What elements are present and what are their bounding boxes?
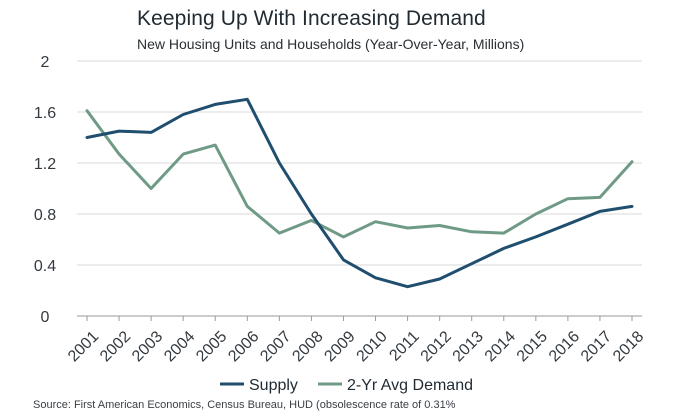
x-tick-label: 2005 (193, 328, 230, 365)
y-tick-label: 2 (41, 54, 50, 71)
legend-label-1: 2-Yr Avg Demand (347, 377, 473, 394)
x-tick-label: 2003 (129, 328, 166, 365)
x-tick-label: 2007 (257, 328, 294, 365)
y-tick-label: 0.4 (34, 258, 56, 275)
x-tick-label: 2018 (610, 328, 647, 365)
series-lines (85, 97, 634, 289)
x-tick-label: 2001 (65, 328, 102, 365)
x-axis-ticks: 2001200220032004200520062007200820092010… (65, 316, 647, 365)
legend: Supply 2-Yr Avg Demand (220, 377, 473, 394)
x-tick-label: 2015 (514, 328, 551, 365)
y-axis-ticks: 0 0.4 0.8 1.2 1.6 2 (34, 54, 56, 326)
x-tick-label: 2002 (97, 328, 134, 365)
x-tick-label: 2009 (321, 328, 358, 365)
x-tick-label: 2017 (578, 328, 615, 365)
y-tick-label: 0 (41, 309, 50, 326)
x-tick-label: 2013 (450, 328, 487, 365)
chart-subtitle: New Housing Units and Households (Year-O… (137, 36, 525, 52)
x-tick-label: 2012 (418, 328, 455, 365)
x-tick-label: 2008 (289, 328, 326, 365)
x-tick-label: 2016 (546, 328, 583, 365)
grid-lines (77, 60, 642, 266)
x-tick-label: 2006 (225, 328, 262, 365)
x-tick-label: 2014 (482, 328, 519, 365)
x-tick-label: 2011 (386, 328, 422, 364)
x-tick-label: 2010 (354, 328, 391, 365)
series-line-supply (85, 97, 634, 289)
legend-label-0: Supply (249, 377, 298, 394)
x-tick-label: 2004 (161, 328, 198, 365)
y-tick-label: 0.8 (34, 207, 56, 224)
series-line-demand (85, 109, 634, 239)
chart-title: Keeping Up With Increasing Demand (137, 7, 486, 30)
y-tick-label: 1.2 (34, 156, 56, 173)
y-tick-label: 1.6 (34, 105, 56, 122)
source-note: Source: First American Economics, Census… (33, 399, 456, 411)
